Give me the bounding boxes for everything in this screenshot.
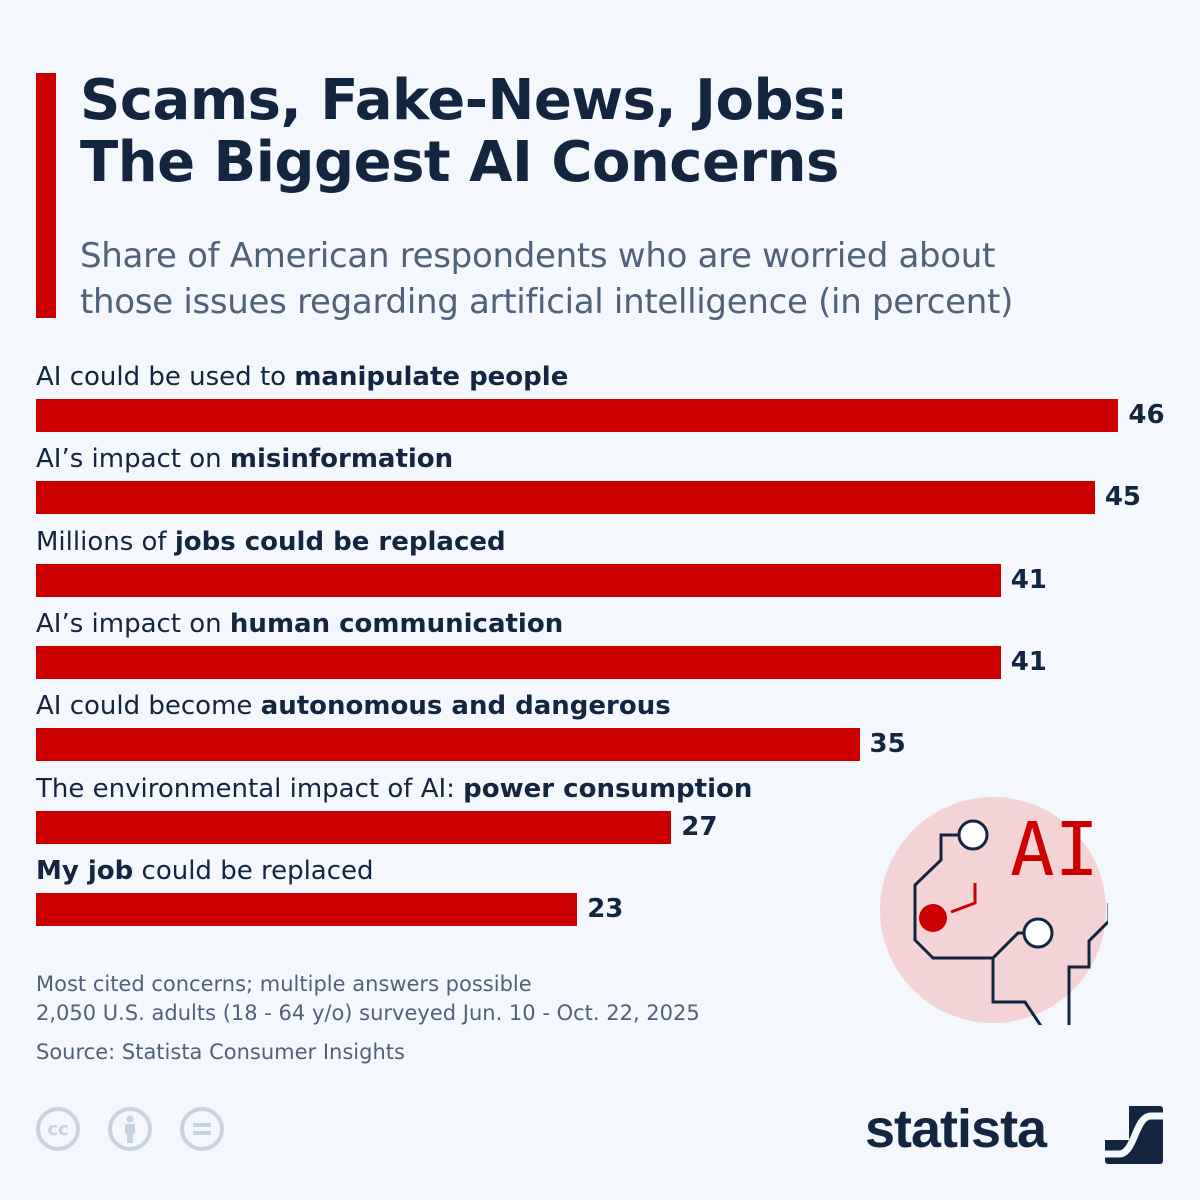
- subtitle: Share of American respondents who are wo…: [80, 233, 1013, 325]
- footnotes: Most cited concerns; multiple answers po…: [36, 970, 700, 1028]
- bar-row: AI’s impact on misinformation 45: [36, 444, 1141, 515]
- title-line-2: The Biggest AI Concerns: [80, 130, 839, 195]
- bar-row: AI could become autonomous and dangerous…: [36, 691, 906, 762]
- bar-row: AI’s impact on human communication 41: [36, 608, 1047, 679]
- bar: [36, 810, 672, 844]
- bar-label: The environmental impact of AI: power co…: [36, 773, 753, 804]
- bar-value: 23: [587, 893, 624, 924]
- subtitle-line-2: those issues regarding artificial intell…: [80, 282, 1014, 322]
- bar-label: AI’s impact on human communication: [36, 608, 564, 639]
- bar-value: 46: [1128, 400, 1165, 430]
- bar-value: 41: [1010, 564, 1047, 595]
- svg-text:AI: AI: [1010, 807, 1099, 893]
- bar-label: AI could be used to manipulate people: [36, 362, 569, 392]
- bar-value: 27: [681, 811, 718, 842]
- no-derivatives-icon[interactable]: [180, 1107, 224, 1151]
- attribution-icon[interactable]: [108, 1107, 152, 1151]
- cc-label: cc: [47, 1118, 69, 1140]
- bar: [36, 563, 1001, 597]
- bar: [36, 728, 860, 762]
- bar-value: 41: [1010, 646, 1047, 677]
- title-line-1: Scams, Fake-News, Jobs:: [80, 68, 848, 133]
- bar-label: My job could be replaced: [36, 855, 374, 886]
- note-1: Most cited concerns; multiple answers po…: [36, 972, 532, 996]
- cc-license-icon[interactable]: cc: [36, 1107, 80, 1151]
- statista-logo-mark-icon: [1105, 1106, 1163, 1164]
- bar: [36, 481, 1095, 515]
- bar-row: My job could be replaced 23: [36, 855, 623, 926]
- note-2: 2,050 U.S. adults (18 - 64 y/o) surveyed…: [36, 1001, 700, 1025]
- page-title: Scams, Fake-News, Jobs: The Biggest AI C…: [80, 70, 848, 194]
- bar: [36, 645, 1001, 679]
- bar: [36, 399, 1119, 432]
- bar-value: 35: [869, 729, 906, 760]
- bar-row: Millions of jobs could be replaced 41: [36, 526, 1047, 597]
- bar-label: AI could become autonomous and dangerous: [36, 691, 671, 722]
- title-accent-bar: [36, 73, 56, 318]
- bar: [36, 892, 578, 926]
- bar-label: Millions of jobs could be replaced: [36, 526, 506, 557]
- bar-row: AI could be used to manipulate people 46: [36, 362, 1165, 432]
- statista-logo[interactable]: statista: [865, 1099, 1047, 1159]
- ai-brain-icon: AI: [880, 797, 1108, 1025]
- bar-value: 45: [1104, 482, 1142, 513]
- bar-row: The environmental impact of AI: power co…: [36, 773, 753, 844]
- subtitle-line-1: Share of American respondents who are wo…: [80, 236, 996, 276]
- source-text: Source: Statista Consumer Insights: [36, 1040, 405, 1064]
- bar-label: AI’s impact on misinformation: [36, 444, 454, 475]
